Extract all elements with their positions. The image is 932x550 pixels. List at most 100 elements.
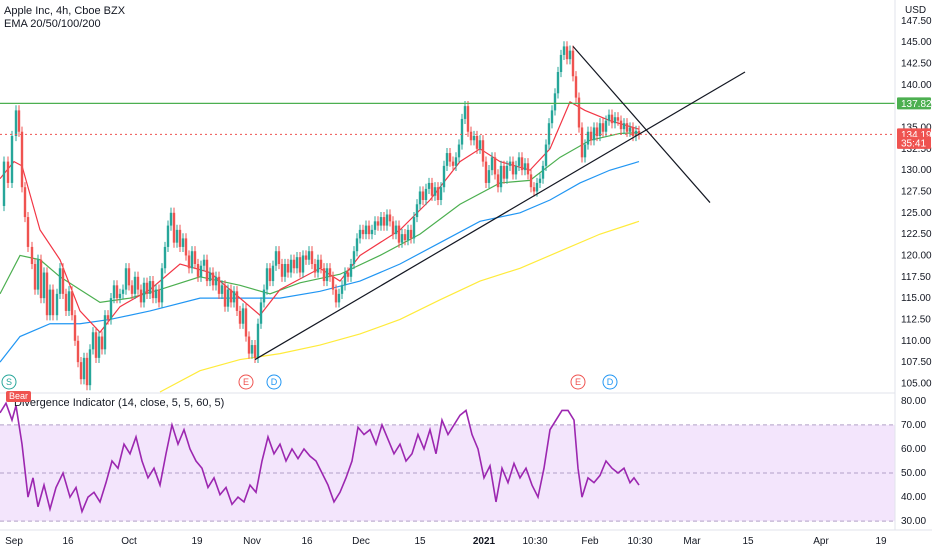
candle-body [45, 272, 49, 316]
x-tick-label: 19 [191, 536, 203, 547]
candle-body [121, 289, 125, 294]
x-tick-label: Apr [813, 536, 829, 547]
candle-body [133, 276, 137, 294]
ema50-line [0, 131, 640, 304]
candle-body [577, 97, 581, 128]
price-y-tick: 145.00 [901, 37, 932, 48]
candle-body [238, 310, 242, 324]
candle-body [36, 259, 40, 290]
candle-body [496, 174, 500, 188]
price-y-tick: 120.00 [901, 250, 932, 261]
candle-body [202, 259, 206, 266]
candle-body [139, 289, 143, 303]
x-tick-label: Feb [581, 536, 599, 547]
candle-body [373, 221, 377, 230]
ema20-line [0, 101, 640, 334]
candle-body [94, 332, 98, 358]
candle-body [457, 144, 461, 158]
candle-body [532, 187, 536, 192]
price-y-tick: 117.50 [901, 272, 931, 283]
candle-body [586, 131, 590, 145]
candle-body [505, 165, 509, 179]
trendlines-group [254, 46, 746, 361]
candle-body [580, 127, 584, 158]
candle-body [349, 264, 353, 277]
candle-body [169, 212, 173, 226]
candle-body [463, 106, 467, 119]
price-y-tick: 112.50 [901, 314, 931, 325]
candle-body [109, 298, 113, 320]
price-y-tick: 122.50 [901, 229, 932, 240]
candle-body [499, 165, 503, 188]
candle-body [448, 153, 452, 162]
candle-body [445, 153, 449, 166]
x-tick-label: Oct [121, 536, 137, 547]
candle-body [604, 120, 608, 132]
candle-body [130, 285, 134, 294]
price-y-tick: 107.50 [901, 357, 932, 368]
price-y-tick: 132.50 [901, 144, 932, 155]
candle-body [475, 136, 479, 149]
price-y-tick: 142.50 [901, 58, 932, 69]
candle-body [39, 259, 43, 299]
candle-body [20, 131, 24, 188]
candle-body [358, 229, 362, 239]
levels-group [0, 102, 895, 135]
candle-body [484, 161, 488, 183]
candle-body [262, 289, 266, 303]
candle-body [622, 123, 626, 130]
candle-body [142, 282, 146, 303]
candle-body [400, 234, 404, 243]
x-tick-label: 16 [62, 536, 74, 547]
candle-body [370, 229, 374, 235]
ema-group [0, 101, 640, 393]
candle-body [547, 123, 551, 145]
candle-body [91, 332, 95, 350]
candle-body [127, 268, 131, 286]
candle-body [481, 140, 485, 162]
candle-body [157, 289, 161, 303]
candle-body [289, 259, 293, 273]
candle-body [526, 163, 530, 175]
candle-body [184, 238, 188, 256]
x-tick-label: Dec [352, 536, 370, 547]
candle-body [574, 76, 578, 98]
candle-body [343, 272, 347, 286]
price-tag-label: 137.82 [901, 99, 932, 110]
candle-body [17, 110, 21, 132]
price-tag-bg [897, 97, 931, 110]
candle-body [220, 285, 224, 294]
price-y-axis: 105.00 107.50 110.00 112.50 115.00 117.50 120.… [901, 16, 932, 390]
candle-body [361, 229, 365, 235]
candle-body [385, 214, 389, 226]
candle-body [634, 130, 638, 136]
osc-series-line [0, 401, 640, 515]
price-tag-label: 134.19 [901, 130, 932, 141]
candle-body [2, 161, 6, 206]
candle-body [415, 204, 419, 218]
x-tick-label: 15 [742, 536, 754, 547]
candle-body [436, 187, 440, 200]
candle-body [310, 251, 314, 264]
candle-body [208, 272, 212, 282]
candle-body [193, 251, 197, 264]
candle-body [79, 362, 83, 380]
candle-body [235, 291, 239, 311]
candle-body [424, 188, 428, 200]
candle-body [106, 315, 110, 320]
candle-body [592, 127, 596, 141]
candle-body [14, 110, 18, 136]
candle-body [58, 268, 62, 294]
price-pane: S E D E D 105.00 107.50 110.00 112.50 115.00 117.… [0, 16, 932, 393]
candle-body [403, 234, 407, 241]
candle-body [226, 289, 230, 307]
candle-body [376, 221, 380, 226]
candle-body [42, 272, 46, 299]
candles-group [2, 41, 641, 391]
candle-body [6, 161, 10, 183]
candle-body [148, 281, 152, 294]
candle-body [607, 114, 611, 121]
